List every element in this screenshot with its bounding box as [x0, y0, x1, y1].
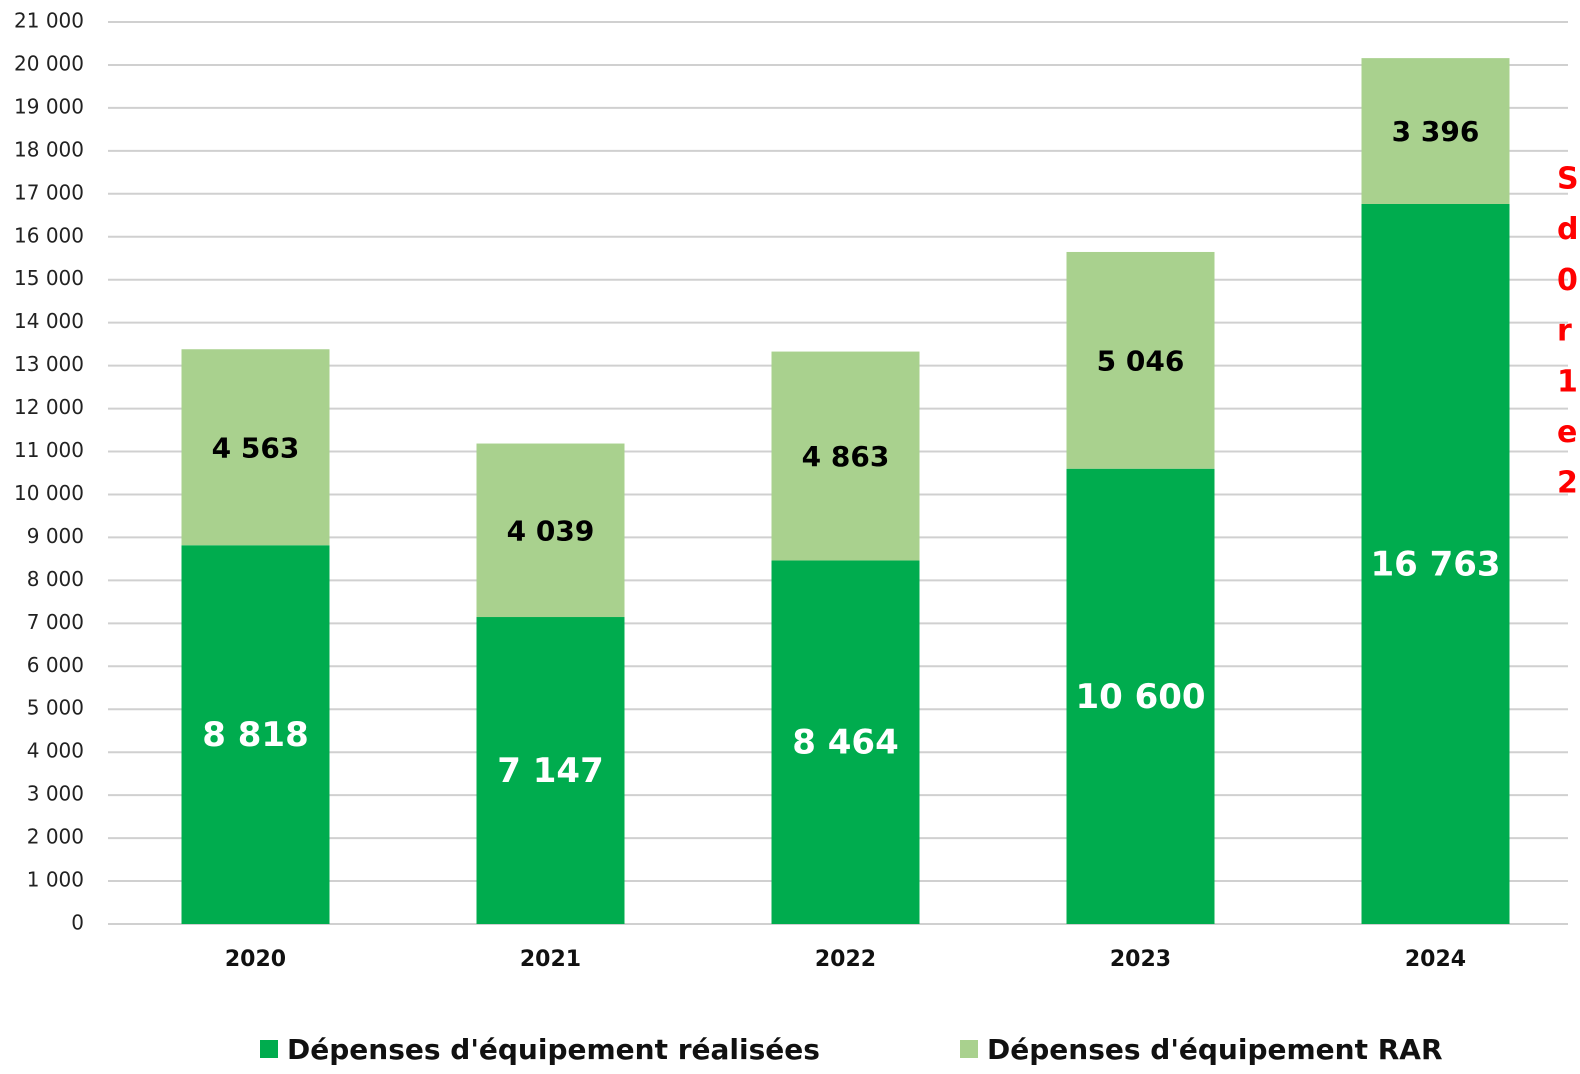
y-tick-label: 3 000	[27, 782, 84, 806]
value-label: 8 464	[792, 723, 898, 763]
annotation: e	[1557, 415, 1577, 450]
bar-segment	[181, 545, 330, 924]
legend-label: Dépenses d'équipement réalisées	[287, 1033, 820, 1066]
annotation: r	[1557, 314, 1572, 349]
legend-label: Dépenses d'équipement RAR	[987, 1033, 1443, 1066]
y-tick-label: 20 000	[14, 51, 84, 75]
y-tick-label: 10 000	[14, 481, 84, 505]
value-label: 4 563	[212, 431, 300, 464]
value-label: 10 600	[1075, 677, 1205, 717]
value-label: 8 818	[202, 715, 308, 755]
y-tick-label: 21 000	[14, 9, 84, 33]
annotation: S	[1557, 162, 1579, 197]
y-tick-label: 19 000	[14, 94, 84, 118]
y-tick-label: 13 000	[14, 352, 84, 376]
bar-segment	[771, 351, 920, 561]
y-tick-label: 11 000	[14, 438, 84, 462]
x-tick-label: 2022	[815, 947, 876, 972]
y-tick-label: 15 000	[14, 266, 84, 290]
x-tick-label: 2024	[1405, 947, 1466, 972]
y-tick-label: 8 000	[27, 567, 84, 591]
value-label: 5 046	[1097, 344, 1185, 377]
y-tick-label: 0	[71, 911, 84, 935]
y-tick-label: 4 000	[27, 739, 84, 763]
x-tick-label: 2021	[520, 947, 581, 972]
y-tick-label: 12 000	[14, 395, 84, 419]
y-tick-label: 6 000	[27, 653, 84, 677]
annotation: d	[1557, 212, 1578, 247]
y-tick-label: 14 000	[14, 309, 84, 333]
y-tick-label: 1 000	[27, 868, 84, 892]
legend-swatch	[960, 1040, 978, 1058]
legend-swatch	[260, 1040, 278, 1058]
y-tick-label: 18 000	[14, 137, 84, 161]
value-label: 3 396	[1392, 115, 1480, 148]
value-label: 4 039	[507, 514, 595, 547]
bar-segment	[1066, 251, 1215, 469]
annotation: 1	[1557, 364, 1578, 399]
annotation: 2	[1557, 466, 1578, 501]
y-tick-label: 7 000	[27, 610, 84, 634]
annotation: 0	[1557, 263, 1578, 298]
value-label: 7 147	[497, 751, 603, 791]
y-tick-label: 17 000	[14, 180, 84, 204]
bar-segment	[771, 560, 920, 924]
bar-segment	[476, 617, 625, 924]
value-label: 4 863	[802, 440, 890, 473]
y-tick-label: 9 000	[27, 524, 84, 548]
y-tick-label: 2 000	[27, 825, 84, 849]
x-tick-label: 2020	[225, 947, 286, 972]
bar-segment	[1361, 58, 1510, 204]
y-tick-label: 16 000	[14, 223, 84, 247]
bar-segment	[181, 349, 330, 546]
value-label: 16 763	[1370, 544, 1500, 584]
x-tick-label: 2023	[1110, 947, 1171, 972]
bar-segment	[1066, 468, 1215, 924]
y-tick-label: 5 000	[27, 696, 84, 720]
bar-segment	[1361, 203, 1510, 924]
bar-segment	[476, 443, 625, 618]
